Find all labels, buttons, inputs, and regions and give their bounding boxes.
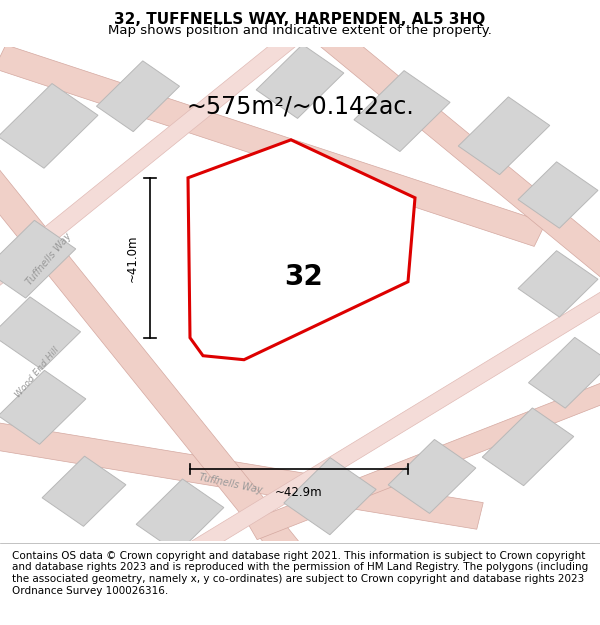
Text: Wood End Hill: Wood End Hill [14, 346, 61, 400]
Polygon shape [518, 162, 598, 228]
Polygon shape [482, 408, 574, 486]
Text: Contains OS data © Crown copyright and database right 2021. This information is : Contains OS data © Crown copyright and d… [12, 551, 588, 596]
Polygon shape [0, 419, 483, 529]
Polygon shape [42, 456, 126, 526]
Polygon shape [529, 338, 600, 408]
Polygon shape [458, 97, 550, 174]
Text: 32, TUFFNELLS WAY, HARPENDEN, AL5 3HQ: 32, TUFFNELLS WAY, HARPENDEN, AL5 3HQ [115, 12, 485, 27]
Polygon shape [97, 61, 179, 132]
Polygon shape [188, 140, 415, 360]
Text: ~42.9m: ~42.9m [275, 486, 323, 499]
Polygon shape [256, 44, 344, 118]
Polygon shape [0, 297, 80, 369]
Polygon shape [388, 439, 476, 513]
Text: 32: 32 [284, 262, 323, 291]
Text: ~41.0m: ~41.0m [125, 234, 139, 281]
Polygon shape [354, 71, 450, 151]
Text: Map shows position and indicative extent of the property.: Map shows position and indicative extent… [108, 24, 492, 36]
Text: ~575m²/~0.142ac.: ~575m²/~0.142ac. [186, 94, 414, 118]
Polygon shape [0, 371, 86, 444]
Polygon shape [0, 149, 313, 572]
Text: Tuffnells Way: Tuffnells Way [25, 231, 74, 287]
Polygon shape [284, 458, 376, 535]
Polygon shape [136, 479, 224, 553]
Polygon shape [0, 16, 319, 289]
Polygon shape [247, 374, 600, 539]
Polygon shape [0, 84, 98, 168]
Polygon shape [0, 45, 546, 246]
Text: Tuffnells Way: Tuffnells Way [199, 472, 263, 496]
Polygon shape [162, 278, 600, 572]
Polygon shape [301, 14, 600, 292]
Polygon shape [0, 221, 76, 298]
Polygon shape [518, 251, 598, 317]
